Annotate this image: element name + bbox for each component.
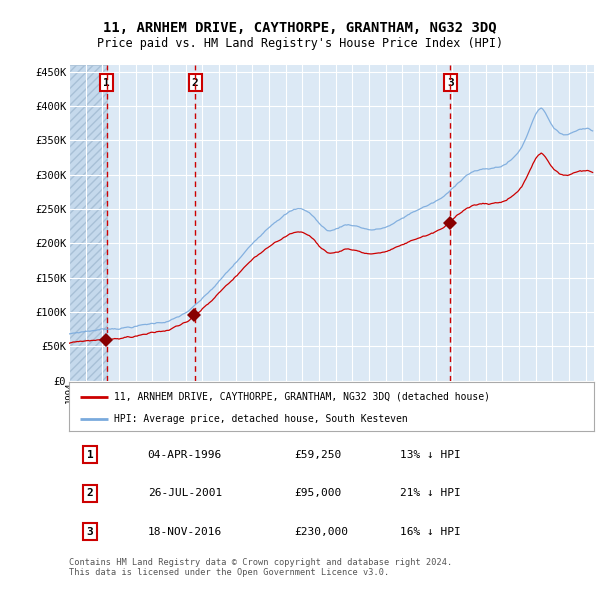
Text: 3: 3 <box>447 77 454 87</box>
Text: Contains HM Land Registry data © Crown copyright and database right 2024.
This d: Contains HM Land Registry data © Crown c… <box>69 558 452 577</box>
Text: Price paid vs. HM Land Registry's House Price Index (HPI): Price paid vs. HM Land Registry's House … <box>97 37 503 50</box>
Bar <box>69 65 107 381</box>
Text: 11, ARNHEM DRIVE, CAYTHORPE, GRANTHAM, NG32 3DQ (detached house): 11, ARNHEM DRIVE, CAYTHORPE, GRANTHAM, N… <box>113 392 490 402</box>
Text: 21% ↓ HPI: 21% ↓ HPI <box>400 489 461 498</box>
Bar <box>69 65 107 381</box>
Text: £59,250: £59,250 <box>295 450 342 460</box>
Text: HPI: Average price, detached house, South Kesteven: HPI: Average price, detached house, Sout… <box>113 414 407 424</box>
Text: 18-NOV-2016: 18-NOV-2016 <box>148 527 222 537</box>
Text: 2: 2 <box>192 77 199 87</box>
Text: 11, ARNHEM DRIVE, CAYTHORPE, GRANTHAM, NG32 3DQ: 11, ARNHEM DRIVE, CAYTHORPE, GRANTHAM, N… <box>103 21 497 35</box>
Text: 13% ↓ HPI: 13% ↓ HPI <box>400 450 461 460</box>
Text: 1: 1 <box>86 450 94 460</box>
Text: 26-JUL-2001: 26-JUL-2001 <box>148 489 222 498</box>
Text: £230,000: £230,000 <box>295 527 349 537</box>
Text: 04-APR-1996: 04-APR-1996 <box>148 450 222 460</box>
Text: 2: 2 <box>86 489 94 498</box>
Text: 16% ↓ HPI: 16% ↓ HPI <box>400 527 461 537</box>
Text: 1: 1 <box>103 77 110 87</box>
Text: £95,000: £95,000 <box>295 489 342 498</box>
Text: 3: 3 <box>86 527 94 537</box>
